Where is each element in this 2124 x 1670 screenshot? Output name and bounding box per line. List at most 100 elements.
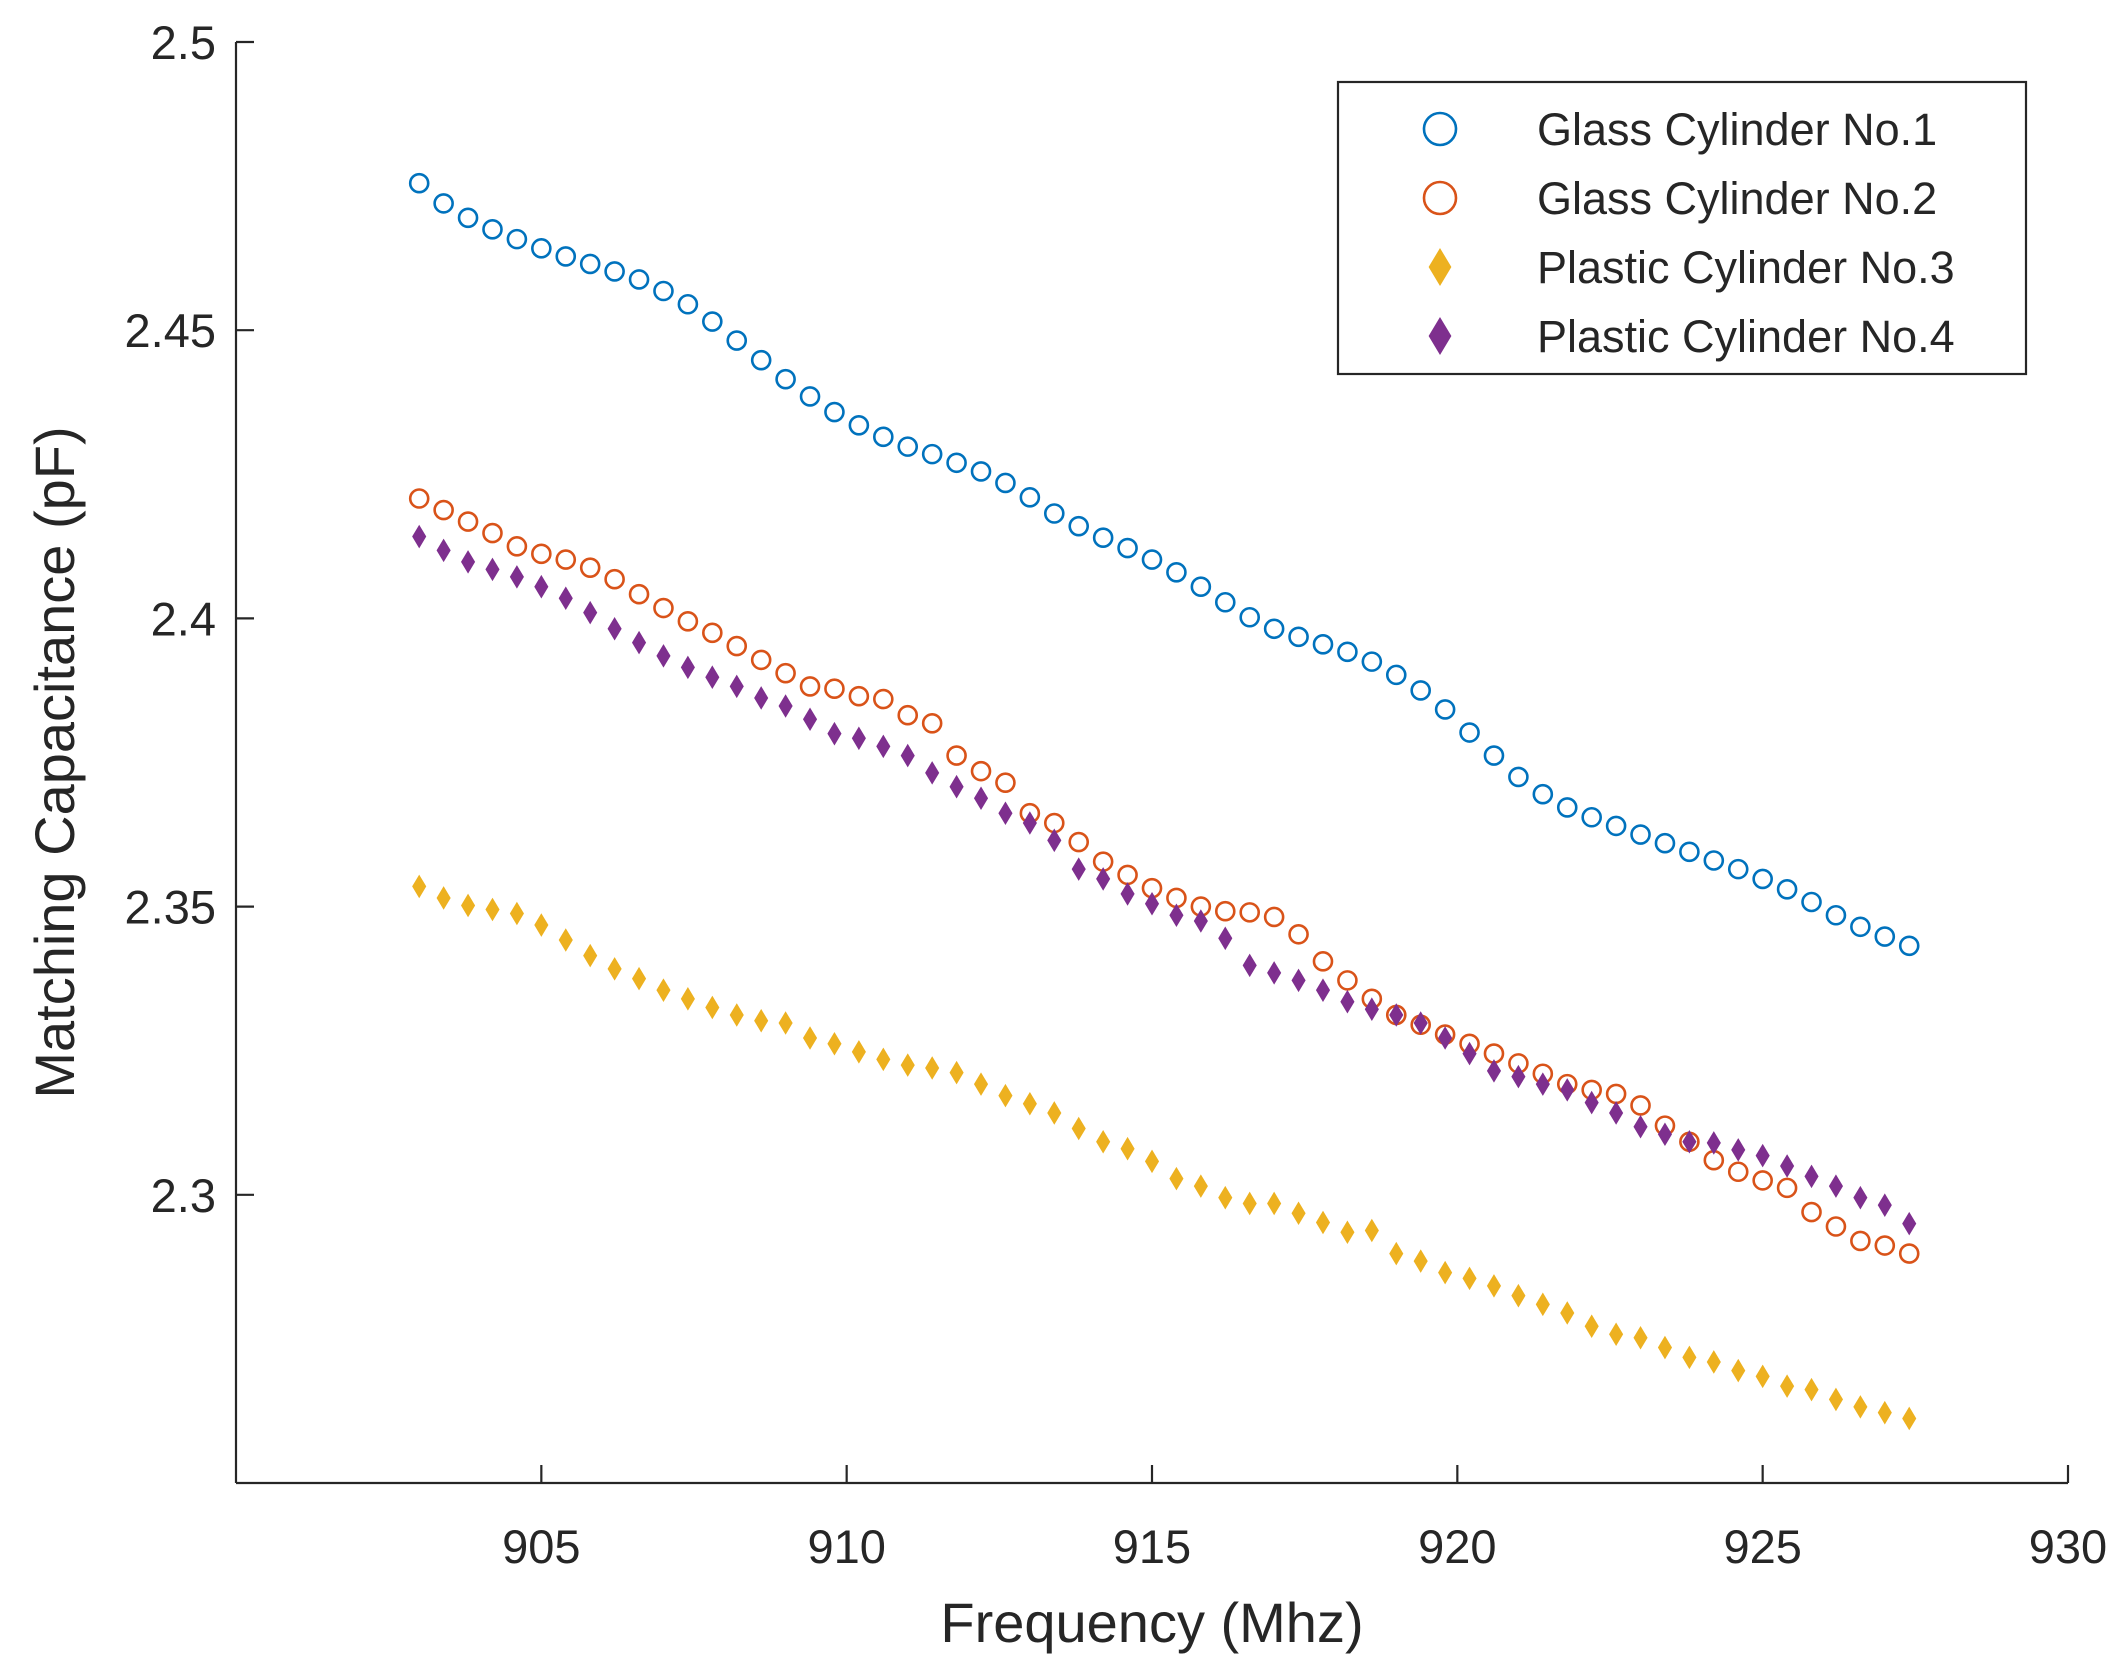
y-tick-label: 2.35 — [125, 881, 216, 934]
data-point — [1364, 1218, 1379, 1243]
data-point — [729, 1003, 744, 1027]
data-point — [1633, 1325, 1648, 1350]
series-3 — [412, 874, 1917, 1431]
data-point — [1120, 882, 1135, 906]
data-point — [433, 499, 454, 521]
data-point — [754, 686, 769, 710]
data-point — [631, 630, 647, 655]
data-point — [1389, 1003, 1404, 1027]
data-point — [1337, 641, 1358, 663]
data-point — [1096, 867, 1111, 891]
data-point — [799, 386, 821, 407]
data-point — [702, 311, 723, 332]
data-point — [1267, 961, 1282, 985]
data-point — [705, 665, 720, 689]
data-point — [970, 461, 992, 482]
data-point — [1459, 722, 1480, 743]
data-point — [531, 543, 552, 565]
data-point — [1731, 1138, 1746, 1162]
legend-label: Glass Cylinder No.1 — [1537, 104, 1937, 155]
data-point — [705, 995, 720, 1020]
data-point — [1874, 1235, 1896, 1256]
data-point — [1144, 1149, 1160, 1174]
data-point — [995, 772, 1016, 793]
data-point — [604, 261, 625, 282]
data-point — [1315, 1210, 1331, 1235]
x-tick-label: 910 — [807, 1520, 885, 1573]
data-point — [1630, 1095, 1651, 1116]
data-point — [1511, 1283, 1526, 1308]
data-point — [1239, 606, 1261, 628]
data-point — [1166, 561, 1187, 583]
legend-marker — [1422, 111, 1458, 147]
data-point — [1462, 1041, 1477, 1066]
data-point — [1682, 1345, 1697, 1370]
data-point — [656, 978, 671, 1002]
legend-label: Plastic Cylinder No.3 — [1537, 242, 1955, 293]
data-point — [1340, 989, 1355, 1014]
data-point — [876, 734, 891, 759]
data-point — [1486, 1059, 1502, 1083]
series-2 — [408, 488, 1920, 1264]
data-point — [1727, 858, 1749, 880]
data-point — [555, 549, 577, 570]
data-point — [1267, 1191, 1282, 1216]
data-point — [680, 655, 695, 680]
data-point — [433, 193, 454, 214]
legend-marker — [1422, 180, 1458, 216]
data-point — [1315, 978, 1331, 1002]
data-point — [1630, 824, 1651, 845]
x-axis-title: Frequency (Mhz) — [940, 1591, 1363, 1654]
data-point — [1385, 664, 1407, 686]
data-point — [1486, 1274, 1502, 1298]
data-point — [1581, 806, 1602, 828]
data-point — [775, 368, 796, 390]
y-tick-label: 2.4 — [151, 592, 216, 645]
data-markers — [408, 172, 1920, 1431]
data-point — [436, 538, 451, 563]
data-point — [1218, 926, 1233, 951]
data-point — [921, 713, 943, 734]
data-point — [1022, 811, 1037, 835]
data-point — [579, 557, 601, 578]
y-tick-label: 2.5 — [151, 16, 216, 69]
data-point — [1752, 868, 1773, 890]
data-point — [1508, 766, 1529, 788]
data-point — [1654, 832, 1676, 854]
series-1 — [408, 172, 1920, 957]
data-point — [1755, 1364, 1770, 1389]
data-point — [408, 488, 430, 509]
data-point — [1780, 1154, 1795, 1178]
data-point — [1902, 1211, 1917, 1236]
data-point — [1657, 1335, 1673, 1360]
data-point — [1727, 1161, 1749, 1183]
data-point — [1804, 1377, 1819, 1402]
data-point — [1019, 487, 1041, 508]
data-point — [729, 674, 744, 699]
data-point — [1731, 1358, 1746, 1383]
data-point — [1337, 970, 1358, 991]
data-point — [1190, 576, 1212, 597]
series-4 — [412, 524, 1917, 1236]
data-point — [1068, 515, 1090, 537]
data-point — [534, 574, 549, 599]
data-point — [408, 172, 430, 194]
data-point — [754, 1008, 769, 1033]
y-tick-label: 2.45 — [125, 304, 216, 357]
data-point — [412, 874, 427, 899]
data-point — [1462, 1266, 1477, 1291]
data-point — [1584, 1314, 1599, 1338]
data-point — [1560, 1078, 1575, 1102]
data-point — [1780, 1374, 1795, 1398]
data-point — [1776, 879, 1798, 900]
data-point — [1242, 1191, 1257, 1216]
data-point — [1193, 909, 1208, 933]
data-point — [925, 1056, 940, 1080]
data-point — [802, 707, 818, 732]
data-point — [1438, 1026, 1453, 1050]
data-point — [1410, 680, 1431, 701]
x-tick-label: 915 — [1113, 1520, 1191, 1573]
data-point — [656, 644, 671, 668]
data-point — [653, 597, 674, 619]
data-point — [873, 688, 894, 710]
